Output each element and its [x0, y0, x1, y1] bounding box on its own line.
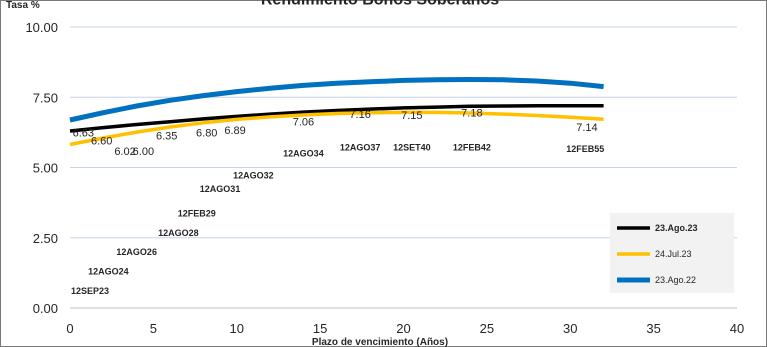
x-tick-label: 10 [230, 321, 244, 336]
data-label: 7.15 [401, 110, 422, 122]
x-tick-label: 35 [646, 321, 660, 336]
data-label: 7.06 [293, 116, 314, 128]
x-tick-label: 5 [150, 321, 157, 336]
legend-label: 23.Ago.22 [655, 275, 696, 285]
legend-label: 24.Jul.23 [655, 249, 692, 259]
x-tick-label: 0 [66, 321, 73, 336]
bond-label: 12SET40 [393, 143, 431, 153]
data-label: 6.80 [196, 128, 217, 140]
y-axis-label: Tasa % [6, 0, 40, 11]
bond-label: 12SEP23 [71, 286, 109, 296]
x-tick-labels: 0 5 10 15 20 25 30 35 40 [66, 321, 744, 336]
x-tick-label: 20 [396, 321, 410, 336]
y-tick-label: 7.50 [33, 90, 58, 105]
x-tick-label: 25 [480, 321, 494, 336]
legend: 23.Ago.23 24.Jul.23 23.Ago.22 [610, 213, 734, 293]
bond-label: 12FEB55 [566, 144, 604, 154]
bond-label: 12AGO34 [283, 148, 324, 158]
chart-title: Rendimiento Bonos Soberanos [261, 0, 499, 8]
x-tick-label: 40 [730, 321, 744, 336]
data-labels: 6.636.606.026.006.35 6.80 6.89 7.06 7.16 7.15… [73, 107, 598, 157]
legend-label: 23.Ago.23 [655, 223, 698, 233]
data-label: 6.60 [91, 135, 112, 147]
x-axis-label: Plazo de vencimiento (Años) [312, 337, 448, 347]
bond-label: 12FEB29 [178, 209, 216, 219]
data-label: 7.16 [349, 109, 370, 121]
data-label: 6.02 [114, 146, 135, 158]
y-tick-label: 0.00 [33, 301, 58, 316]
y-tick-label: 10.00 [25, 20, 58, 35]
bond-label: 12AGO32 [233, 171, 274, 181]
series-line [69, 103, 604, 133]
x-tick-label: 15 [313, 321, 327, 336]
y-tick-label: 2.50 [33, 231, 58, 246]
x-tick-label: 30 [563, 321, 577, 336]
data-label: 6.89 [224, 125, 245, 137]
series-lines [69, 77, 604, 147]
data-label: 6.00 [133, 146, 154, 158]
y-tick-labels: 0.00 2.50 5.00 7.50 10.00 [25, 20, 58, 316]
bond-label: 12AGO26 [116, 247, 157, 257]
bond-label: 12FEB42 [453, 143, 491, 153]
data-label: 7.18 [461, 107, 482, 119]
data-label: 6.35 [156, 130, 177, 142]
bond-label: 12AGO24 [88, 266, 129, 276]
bond-label: 12AGO31 [200, 184, 241, 194]
series-line [69, 77, 604, 123]
bond-label: 12AGO28 [158, 228, 199, 238]
bond-label: 12AGO37 [340, 143, 381, 153]
data-label: 7.14 [576, 122, 597, 134]
y-tick-label: 5.00 [33, 161, 58, 176]
data-label: 6.63 [73, 128, 94, 140]
series-line [69, 110, 604, 147]
